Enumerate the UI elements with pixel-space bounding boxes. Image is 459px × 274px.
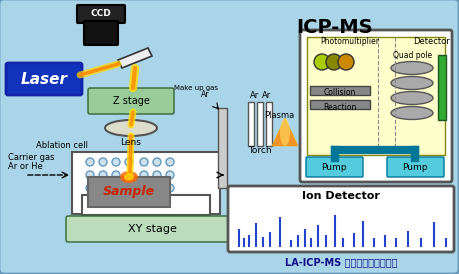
Circle shape bbox=[99, 158, 107, 166]
Text: Z stage: Z stage bbox=[112, 96, 150, 106]
Ellipse shape bbox=[120, 171, 138, 183]
Circle shape bbox=[140, 158, 148, 166]
Circle shape bbox=[112, 171, 120, 179]
Ellipse shape bbox=[391, 107, 433, 119]
FancyBboxPatch shape bbox=[88, 88, 174, 114]
Circle shape bbox=[140, 171, 148, 179]
Circle shape bbox=[86, 171, 94, 179]
Circle shape bbox=[166, 184, 174, 192]
Text: Photomultiplier: Photomultiplier bbox=[320, 37, 380, 46]
Circle shape bbox=[326, 54, 342, 70]
Circle shape bbox=[314, 54, 330, 70]
Text: Laser: Laser bbox=[21, 72, 67, 87]
Text: Ar: Ar bbox=[262, 91, 271, 100]
Text: XY stage: XY stage bbox=[128, 224, 176, 234]
Ellipse shape bbox=[391, 76, 433, 90]
Text: LA-ICP-MS 分析システム構成図: LA-ICP-MS 分析システム構成図 bbox=[285, 257, 397, 267]
Circle shape bbox=[153, 184, 161, 192]
Bar bbox=[310, 86, 370, 95]
Text: Ar or He: Ar or He bbox=[8, 162, 43, 171]
Bar bbox=[310, 100, 370, 109]
Text: Ar: Ar bbox=[250, 91, 259, 100]
Text: Ar: Ar bbox=[201, 90, 209, 99]
Text: Ablation cell: Ablation cell bbox=[36, 141, 88, 150]
Text: Make up gas: Make up gas bbox=[174, 85, 218, 91]
Text: Carrier gas: Carrier gas bbox=[8, 153, 55, 162]
FancyBboxPatch shape bbox=[306, 157, 363, 177]
Bar bbox=[88, 177, 170, 207]
Text: Ion Detector: Ion Detector bbox=[302, 191, 380, 201]
Bar bbox=[307, 37, 445, 155]
Bar bbox=[72, 152, 220, 214]
Text: Torch: Torch bbox=[248, 146, 272, 155]
Text: Reaction: Reaction bbox=[323, 103, 357, 112]
Bar bbox=[218, 108, 227, 188]
Text: ICP-MS: ICP-MS bbox=[297, 18, 373, 37]
Text: Lens: Lens bbox=[121, 138, 141, 147]
Bar bbox=[438, 55, 446, 120]
Circle shape bbox=[99, 171, 107, 179]
FancyBboxPatch shape bbox=[66, 216, 238, 242]
Text: Quad pole: Quad pole bbox=[393, 51, 432, 60]
FancyBboxPatch shape bbox=[228, 186, 454, 252]
FancyBboxPatch shape bbox=[77, 5, 125, 23]
Bar bbox=[82, 195, 210, 215]
Circle shape bbox=[125, 158, 133, 166]
Bar bbox=[248, 102, 254, 146]
Bar bbox=[257, 102, 263, 146]
Ellipse shape bbox=[391, 61, 433, 75]
Text: Sample: Sample bbox=[103, 185, 155, 198]
Circle shape bbox=[153, 171, 161, 179]
Circle shape bbox=[166, 158, 174, 166]
Ellipse shape bbox=[124, 173, 134, 181]
Circle shape bbox=[112, 158, 120, 166]
Circle shape bbox=[99, 184, 107, 192]
FancyBboxPatch shape bbox=[387, 157, 444, 177]
Text: Detector: Detector bbox=[414, 37, 450, 46]
Circle shape bbox=[338, 54, 354, 70]
Text: Plasma: Plasma bbox=[264, 111, 294, 120]
FancyBboxPatch shape bbox=[84, 21, 118, 45]
Polygon shape bbox=[118, 48, 152, 68]
Ellipse shape bbox=[105, 120, 157, 136]
Circle shape bbox=[166, 171, 174, 179]
FancyBboxPatch shape bbox=[300, 30, 452, 182]
Ellipse shape bbox=[280, 118, 290, 146]
Text: Collision: Collision bbox=[324, 88, 356, 97]
Text: Pump: Pump bbox=[402, 162, 428, 172]
Text: Pump: Pump bbox=[321, 162, 347, 172]
Text: CCD: CCD bbox=[90, 10, 112, 19]
FancyBboxPatch shape bbox=[6, 63, 82, 95]
Circle shape bbox=[153, 158, 161, 166]
Bar bbox=[266, 102, 272, 146]
Circle shape bbox=[86, 184, 94, 192]
Ellipse shape bbox=[391, 92, 433, 104]
Polygon shape bbox=[272, 118, 298, 146]
Circle shape bbox=[86, 158, 94, 166]
